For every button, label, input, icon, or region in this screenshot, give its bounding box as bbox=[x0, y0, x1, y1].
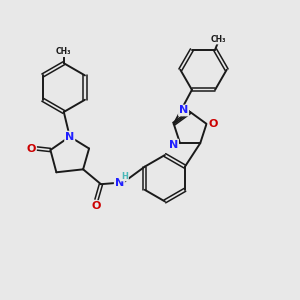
Text: N: N bbox=[169, 140, 178, 150]
Text: O: O bbox=[208, 119, 218, 129]
Text: H: H bbox=[121, 172, 128, 181]
Text: CH₃: CH₃ bbox=[56, 47, 72, 56]
Text: N: N bbox=[115, 178, 124, 188]
Text: O: O bbox=[26, 143, 36, 154]
Text: CH₃: CH₃ bbox=[210, 35, 226, 44]
Text: O: O bbox=[92, 201, 101, 211]
Text: N: N bbox=[65, 132, 74, 142]
Text: N: N bbox=[179, 106, 188, 116]
